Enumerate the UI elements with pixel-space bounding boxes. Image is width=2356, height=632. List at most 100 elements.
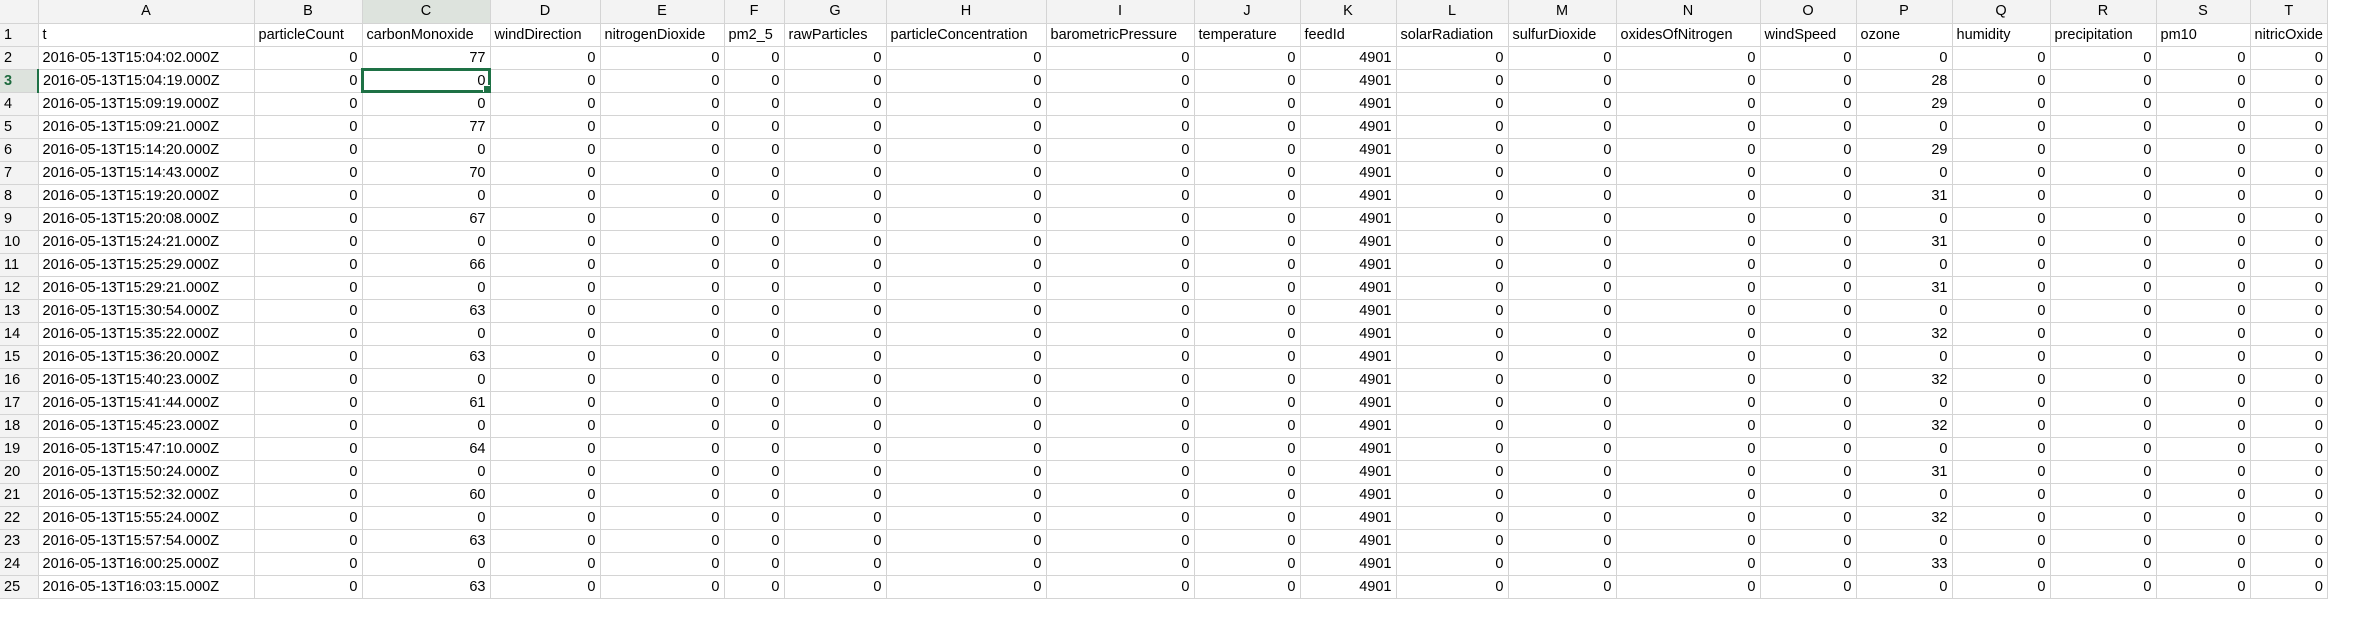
cell-d24[interactable]: 0	[490, 552, 601, 576]
column-header-h[interactable]: H	[886, 0, 1047, 24]
cell-g7[interactable]: 0	[784, 161, 887, 185]
row-number[interactable]: 13	[0, 299, 39, 323]
cell-r20[interactable]: 0	[2050, 460, 2157, 484]
cell-t23[interactable]: 0	[2250, 529, 2328, 553]
cell-g24[interactable]: 0	[784, 552, 887, 576]
cell-h14[interactable]: 0	[886, 322, 1047, 346]
header-cell-p[interactable]: ozone	[1856, 23, 1953, 47]
cell-c25[interactable]: 63	[362, 575, 491, 599]
cell-g25[interactable]: 0	[784, 575, 887, 599]
cell-h24[interactable]: 0	[886, 552, 1047, 576]
cell-n23[interactable]: 0	[1616, 529, 1761, 553]
header-cell-t[interactable]: nitricOxide	[2250, 23, 2328, 47]
cell-i2[interactable]: 0	[1046, 46, 1195, 70]
cell-s25[interactable]: 0	[2156, 575, 2251, 599]
cell-l24[interactable]: 0	[1396, 552, 1509, 576]
row-number[interactable]: 2	[0, 46, 39, 70]
cell-j16[interactable]: 0	[1194, 368, 1301, 392]
cell-a9[interactable]: 2016-05-13T15:20:08.000Z	[38, 207, 255, 231]
cell-s24[interactable]: 0	[2156, 552, 2251, 576]
cell-l16[interactable]: 0	[1396, 368, 1509, 392]
cell-q9[interactable]: 0	[1952, 207, 2051, 231]
cell-n10[interactable]: 0	[1616, 230, 1761, 254]
cell-d13[interactable]: 0	[490, 299, 601, 323]
cell-e20[interactable]: 0	[600, 460, 725, 484]
cell-p21[interactable]: 0	[1856, 483, 1953, 507]
cell-q7[interactable]: 0	[1952, 161, 2051, 185]
cell-s12[interactable]: 0	[2156, 276, 2251, 300]
cell-d8[interactable]: 0	[490, 184, 601, 208]
column-header-a[interactable]: A	[38, 0, 255, 24]
cell-s9[interactable]: 0	[2156, 207, 2251, 231]
cell-a23[interactable]: 2016-05-13T15:57:54.000Z	[38, 529, 255, 553]
cell-j23[interactable]: 0	[1194, 529, 1301, 553]
cell-c24[interactable]: 0	[362, 552, 491, 576]
cell-g12[interactable]: 0	[784, 276, 887, 300]
cell-t20[interactable]: 0	[2250, 460, 2328, 484]
cell-r3[interactable]: 0	[2050, 69, 2157, 93]
cell-c9[interactable]: 67	[362, 207, 491, 231]
cell-j18[interactable]: 0	[1194, 414, 1301, 438]
cell-l14[interactable]: 0	[1396, 322, 1509, 346]
cell-t19[interactable]: 0	[2250, 437, 2328, 461]
cell-k12[interactable]: 4901	[1300, 276, 1397, 300]
cell-k18[interactable]: 4901	[1300, 414, 1397, 438]
cell-t21[interactable]: 0	[2250, 483, 2328, 507]
cell-r14[interactable]: 0	[2050, 322, 2157, 346]
cell-m15[interactable]: 0	[1508, 345, 1617, 369]
cell-t6[interactable]: 0	[2250, 138, 2328, 162]
cell-k21[interactable]: 4901	[1300, 483, 1397, 507]
cell-p24[interactable]: 33	[1856, 552, 1953, 576]
cell-n16[interactable]: 0	[1616, 368, 1761, 392]
cell-i18[interactable]: 0	[1046, 414, 1195, 438]
cell-h5[interactable]: 0	[886, 115, 1047, 139]
cell-j17[interactable]: 0	[1194, 391, 1301, 415]
cell-l12[interactable]: 0	[1396, 276, 1509, 300]
cell-h18[interactable]: 0	[886, 414, 1047, 438]
row-number[interactable]: 12	[0, 276, 39, 300]
cell-b22[interactable]: 0	[254, 506, 363, 530]
cell-d15[interactable]: 0	[490, 345, 601, 369]
cell-c11[interactable]: 66	[362, 253, 491, 277]
cell-s13[interactable]: 0	[2156, 299, 2251, 323]
cell-n18[interactable]: 0	[1616, 414, 1761, 438]
cell-o14[interactable]: 0	[1760, 322, 1857, 346]
header-cell-e[interactable]: nitrogenDioxide	[600, 23, 725, 47]
cell-f25[interactable]: 0	[724, 575, 785, 599]
cell-d4[interactable]: 0	[490, 92, 601, 116]
cell-a13[interactable]: 2016-05-13T15:30:54.000Z	[38, 299, 255, 323]
cell-g10[interactable]: 0	[784, 230, 887, 254]
cell-c2[interactable]: 77	[362, 46, 491, 70]
cell-l3[interactable]: 0	[1396, 69, 1509, 93]
cell-t7[interactable]: 0	[2250, 161, 2328, 185]
cell-j22[interactable]: 0	[1194, 506, 1301, 530]
cell-f17[interactable]: 0	[724, 391, 785, 415]
cell-i7[interactable]: 0	[1046, 161, 1195, 185]
cell-g11[interactable]: 0	[784, 253, 887, 277]
cell-b17[interactable]: 0	[254, 391, 363, 415]
cell-a6[interactable]: 2016-05-13T15:14:20.000Z	[38, 138, 255, 162]
cell-f23[interactable]: 0	[724, 529, 785, 553]
cell-l9[interactable]: 0	[1396, 207, 1509, 231]
cell-b6[interactable]: 0	[254, 138, 363, 162]
cell-c4[interactable]: 0	[362, 92, 491, 116]
cell-n22[interactable]: 0	[1616, 506, 1761, 530]
row-number[interactable]: 20	[0, 460, 39, 484]
cell-d16[interactable]: 0	[490, 368, 601, 392]
cell-l25[interactable]: 0	[1396, 575, 1509, 599]
cell-o19[interactable]: 0	[1760, 437, 1857, 461]
cell-i12[interactable]: 0	[1046, 276, 1195, 300]
cell-n24[interactable]: 0	[1616, 552, 1761, 576]
cell-l11[interactable]: 0	[1396, 253, 1509, 277]
cell-e8[interactable]: 0	[600, 184, 725, 208]
row-number[interactable]: 17	[0, 391, 39, 415]
cell-p15[interactable]: 0	[1856, 345, 1953, 369]
cell-b20[interactable]: 0	[254, 460, 363, 484]
cell-h21[interactable]: 0	[886, 483, 1047, 507]
column-header-n[interactable]: N	[1616, 0, 1761, 24]
cell-b24[interactable]: 0	[254, 552, 363, 576]
cell-n14[interactable]: 0	[1616, 322, 1761, 346]
row-number[interactable]: 9	[0, 207, 39, 231]
cell-p22[interactable]: 32	[1856, 506, 1953, 530]
cell-o8[interactable]: 0	[1760, 184, 1857, 208]
